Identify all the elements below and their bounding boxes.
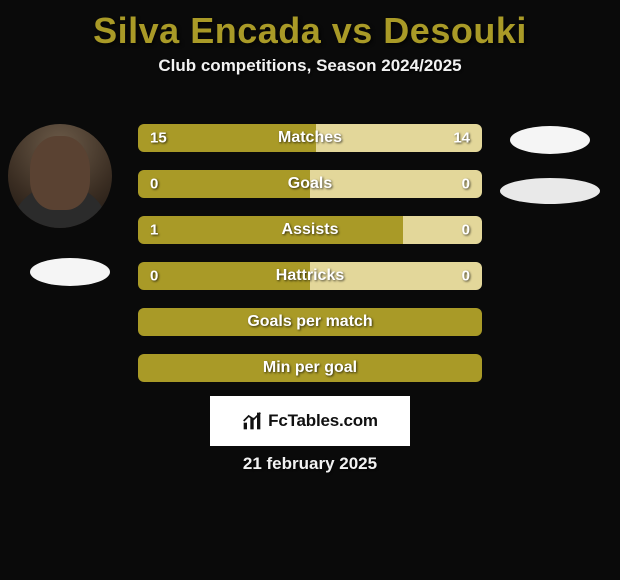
stat-bar-right [403, 216, 482, 244]
stat-value-left: 0 [150, 268, 158, 285]
stat-value-right: 0 [462, 222, 470, 239]
stat-row: Matches 15 14 [138, 124, 482, 152]
player-right-team-logo-1 [510, 126, 590, 154]
stat-label: Goals per match [247, 313, 372, 331]
player-right-team-logo-2 [500, 178, 600, 204]
stats-bars: Matches1514Goals00Assists10Hattricks00Go… [138, 124, 482, 400]
stat-label: Matches [278, 129, 342, 147]
page-title: Silva Encada vs Desouki [0, 0, 620, 52]
fctables-logo-icon [242, 411, 262, 431]
stat-bar-right [310, 170, 482, 198]
stat-value-left: 15 [150, 130, 167, 147]
stat-label: Min per goal [263, 359, 357, 377]
player-left-avatar [8, 124, 112, 228]
stat-value-left: 0 [150, 176, 158, 193]
stat-bar-left [138, 216, 403, 244]
page-subtitle: Club competitions, Season 2024/2025 [0, 56, 620, 76]
stat-label: Assists [282, 221, 339, 239]
player-left-team-logo [30, 258, 110, 286]
fctables-badge: FcTables.com [210, 396, 410, 446]
stat-bar-left [138, 170, 310, 198]
stat-value-right: 0 [462, 176, 470, 193]
stat-row: Goals 0 0 [138, 170, 482, 198]
fctables-text: FcTables.com [268, 411, 378, 431]
stat-value-right: 14 [453, 130, 470, 147]
stat-row: Hattricks 0 0 [138, 262, 482, 290]
stat-row: Min per goal [138, 354, 482, 382]
stat-row: Goals per match [138, 308, 482, 336]
stat-value-left: 1 [150, 222, 158, 239]
stat-value-right: 0 [462, 268, 470, 285]
stat-row: Assists 1 0 [138, 216, 482, 244]
stat-label: Goals [288, 175, 332, 193]
date-label: 21 february 2025 [0, 454, 620, 474]
stat-label: Hattricks [276, 267, 344, 285]
